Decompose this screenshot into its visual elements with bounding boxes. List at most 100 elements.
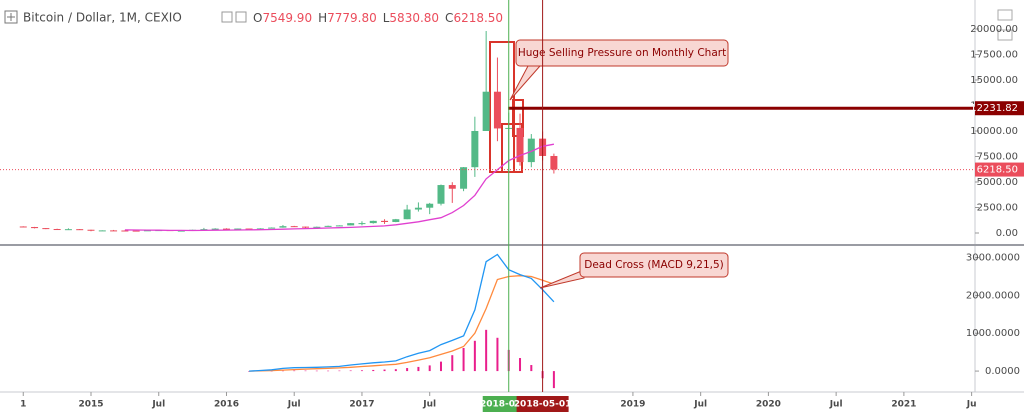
candle-body: [460, 167, 468, 189]
settings-icon[interactable]: [235, 11, 247, 23]
candle-body: [516, 127, 524, 163]
candle-body: [426, 203, 434, 208]
x-marker-box: [516, 396, 569, 412]
icon[interactable]: [997, 9, 1013, 21]
candle-body: [448, 185, 456, 189]
candle-body: [403, 209, 411, 220]
candle-body: [392, 219, 400, 222]
histogram-bar: [360, 370, 363, 372]
histogram-bar: [327, 370, 330, 372]
x-tick-label: Jul: [422, 400, 436, 410]
icon[interactable]: [997, 29, 1013, 41]
x-tick-label: 2019: [620, 400, 645, 410]
callout-box: [579, 252, 729, 278]
level-box: [975, 101, 1024, 116]
ohlc-value: 7549.90: [262, 11, 312, 25]
candle-body: [324, 225, 332, 227]
histogram-bar: [281, 370, 284, 372]
ohlc-value: 7779.80: [327, 11, 377, 25]
histogram-bar: [462, 348, 465, 372]
y-tick-label: 0.00: [996, 228, 1018, 239]
histogram-bar: [406, 368, 409, 372]
candle-body: [437, 185, 445, 204]
x-marker-label: 2018-05-01: [514, 400, 572, 410]
candle-body: [550, 155, 558, 170]
candle-body: [527, 138, 535, 163]
histogram-bar: [293, 370, 296, 372]
side-icons: [997, 9, 1013, 41]
callout-box: [515, 39, 729, 67]
y-tick-label: 0.0000: [985, 366, 1020, 377]
x-marker-label: 2018-02-01: [480, 400, 538, 410]
candle-body: [42, 228, 50, 230]
histogram-bar: [552, 371, 555, 389]
y-tick-label: 15000.00: [970, 75, 1018, 86]
y-tick-label: 5000.00: [977, 177, 1018, 188]
ohlc-value: 5830.80: [389, 11, 439, 25]
candle-body: [19, 226, 27, 228]
candle-body: [53, 229, 61, 231]
x-tick-label: 2020: [756, 400, 781, 410]
macd-line: [249, 253, 555, 372]
histogram-bar: [338, 370, 341, 372]
header: Bitcoin / Dollar, 1M, CEXIO O7549.90 H777…: [4, 10, 503, 25]
histogram-bar: [473, 340, 476, 372]
histogram-bar: [530, 365, 533, 372]
moving-average: [124, 143, 555, 232]
candle-body: [211, 228, 219, 230]
x-tick-label: Jul: [287, 400, 301, 410]
candle-body: [200, 229, 208, 231]
candle-body: [290, 226, 298, 228]
x-tick-label: 2015: [78, 400, 103, 410]
candle-body: [369, 220, 377, 224]
candle-body: [358, 223, 366, 225]
candle-body: [234, 228, 242, 230]
candle-body: [143, 230, 151, 232]
x-tick-label: 2017: [349, 400, 374, 410]
ohlc-value: 6218.50: [453, 11, 503, 25]
candle-body: [98, 230, 106, 232]
y-tick-label: 2500.00: [977, 202, 1018, 213]
level-label: 12231.82: [970, 103, 1018, 114]
expand-icon[interactable]: [4, 10, 18, 24]
ohlc-label: H: [318, 11, 327, 25]
settings-icon[interactable]: [221, 11, 233, 23]
candle-body: [493, 91, 501, 129]
callout-text: Dead Cross (MACD 9,21,5): [584, 259, 724, 271]
histogram-bar: [372, 369, 375, 372]
candle-body: [64, 229, 72, 231]
candle-body: [471, 130, 479, 168]
ohlc-label: L: [383, 11, 390, 25]
candle-body: [245, 228, 253, 230]
candle-body: [482, 91, 490, 131]
y-tick-label: 1000.0000: [966, 328, 1020, 339]
x-tick-label: 1: [20, 400, 26, 410]
candle-body: [76, 229, 84, 231]
candle-body: [110, 230, 118, 232]
candle-body: [313, 226, 321, 228]
x-tick-label: Jul: [829, 400, 843, 410]
histogram-bar: [248, 371, 251, 372]
callout-text: Huge Selling Pressure on Monthly Chart: [518, 47, 726, 59]
candle-body: [302, 226, 310, 228]
candle-body: [31, 227, 39, 229]
y-tick-label: 17500.00: [970, 49, 1018, 60]
ohlc-label: O: [253, 11, 262, 25]
x-tick-label: 2021: [891, 400, 916, 410]
y-tick-label: 10000.00: [970, 126, 1018, 137]
histogram-bar: [383, 369, 386, 372]
candle-body: [132, 230, 140, 232]
x-tick-label: Jul: [693, 400, 707, 410]
histogram-bar: [349, 370, 352, 372]
y-tick-label: 20000.00: [970, 24, 1018, 35]
ohlc-label: C: [445, 11, 453, 25]
histogram-bar: [439, 361, 442, 372]
candle-body: [335, 225, 343, 227]
candle-body: [347, 223, 355, 226]
y-tick-label: 7500.00: [977, 151, 1018, 162]
histogram-bar: [417, 366, 420, 372]
histogram-bar: [304, 370, 307, 372]
